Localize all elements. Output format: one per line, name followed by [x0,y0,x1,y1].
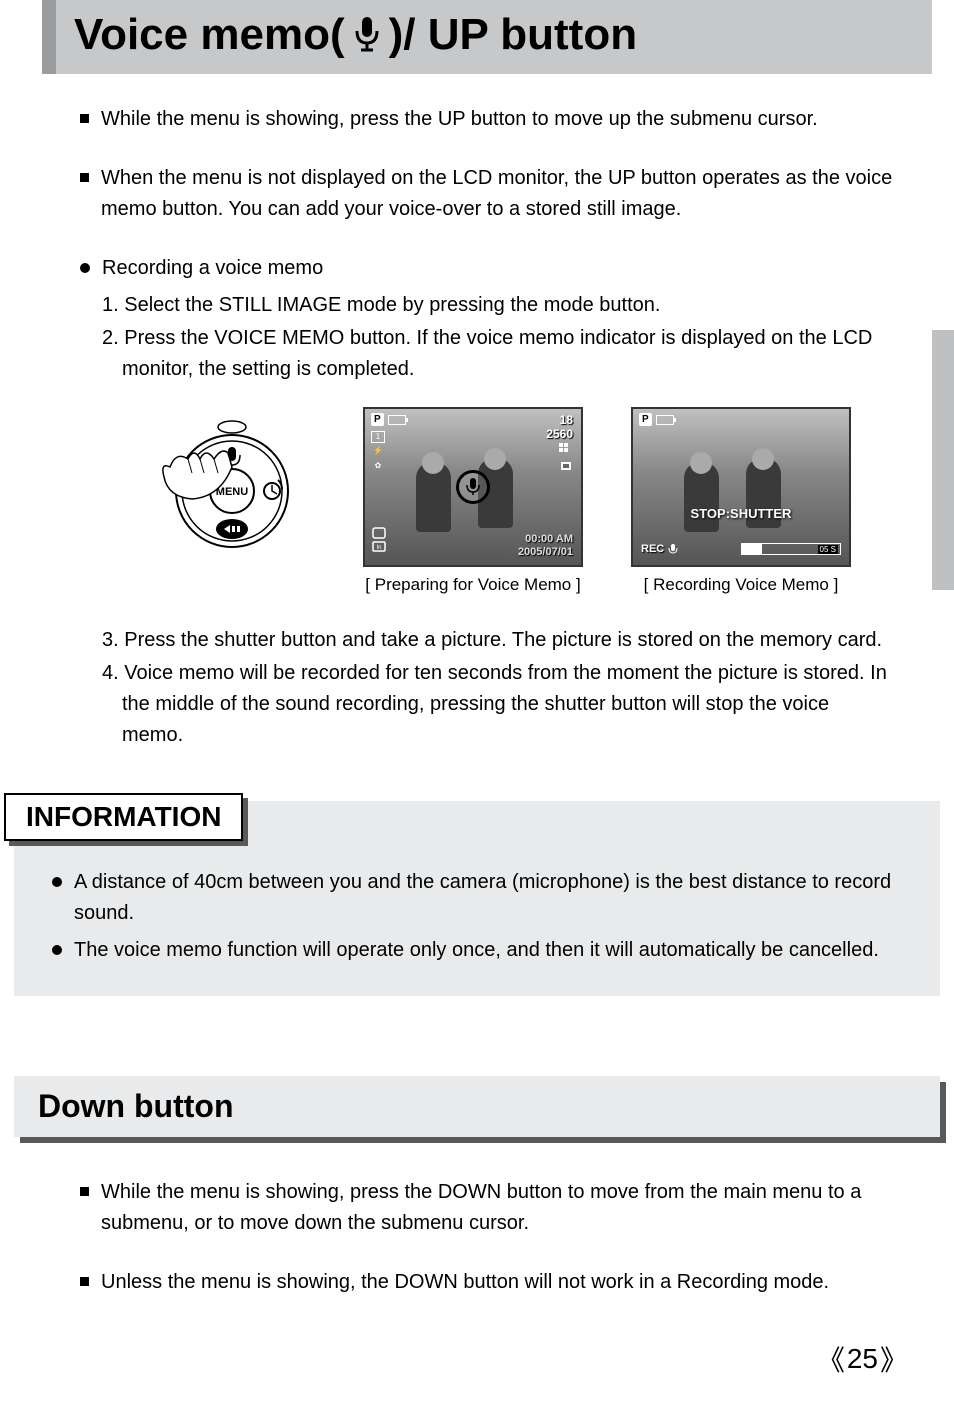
square-bullet-icon [80,114,89,123]
lcd-preparing-figure: P 1 ⚡ ✿ 18 2560 [363,407,583,595]
recording-step-2: 2. Press the VOICE MEMO button. If the v… [102,323,894,385]
info-bullet: A distance of 40cm between you and the c… [52,867,900,929]
single-shot-icon: 1 [371,431,385,443]
round-bullet-icon [52,945,62,955]
side-tab [932,330,954,590]
shots-remaining: 18 [546,413,573,427]
page-title: Voice memo( )/ UP button [74,10,912,60]
intro-bullet: When the menu is not displayed on the LC… [80,163,894,225]
recording-progress: 05 S [741,543,841,555]
down-heading-wrap: Down button [14,1076,940,1137]
time-remaining: 05 S [818,545,838,554]
svg-text:In: In [376,545,381,551]
down-text-2: Unless the menu is showing, the DOWN but… [101,1267,829,1298]
title-part1: Voice memo( [74,10,345,60]
information-heading: INFORMATION [4,793,243,841]
lcd-top-icons: P [639,413,674,426]
angle-left-icon: 《 [817,1339,845,1379]
progress-bar-fill [742,544,762,554]
battery-icon [656,415,674,425]
recording-section: Recording a voice memo [80,253,894,284]
angle-right-icon: 》 [880,1339,908,1379]
lcd-recording-figure: P STOP:SHUTTER REC [631,407,851,595]
lcd-date: 2005/07/01 [518,546,573,559]
recording-title: Recording a voice memo [102,253,323,284]
metering-icon [559,460,573,472]
camera-dial-illustration: MENU [150,407,315,572]
information-box: INFORMATION A distance of 40cm between y… [14,801,940,996]
recording-steps-after: 3. Press the shutter button and take a p… [102,625,894,751]
square-bullet-icon [80,1187,89,1196]
microphone-icon [351,15,383,55]
voice-memo-indicator [456,470,490,504]
lcd-left-icons: 1 ⚡ ✿ [371,431,385,473]
page-number-value: 25 [847,1343,878,1375]
info-content: A distance of 40cm between you and the c… [14,841,940,966]
square-bullet-icon [80,1277,89,1286]
mode-icon: P [371,413,384,426]
intro-text-1: While the menu is showing, press the UP … [101,104,818,135]
mic-small-icon [668,543,678,555]
lcd-preparing-screen: P 1 ⚡ ✿ 18 2560 [363,407,583,567]
resolution-value: 2560 [546,427,573,441]
square-bullet-icon [80,173,89,182]
info-text-2: The voice memo function will operate onl… [74,935,879,966]
title-part2: )/ UP button [389,10,637,60]
recording-step-1: 1. Select the STILL IMAGE mode by pressi… [102,290,894,321]
flash-icon: ⚡ [371,446,385,458]
battery-icon [388,415,406,425]
macro-icon: ✿ [371,461,385,473]
intro-text-2: When the menu is not displayed on the LC… [101,163,894,225]
lcd-recording-screen: P STOP:SHUTTER REC [631,407,851,567]
intro-bullet: While the menu is showing, press the UP … [80,104,894,135]
info-text-1: A distance of 40cm between you and the c… [74,867,900,929]
title-bar: Voice memo( )/ UP button [42,0,932,74]
page-number: 《25》 [817,1339,908,1379]
rec-label: REC [641,543,664,555]
recording-steps-list: 1. Select the STILL IMAGE mode by pressi… [102,290,894,385]
recording-caption: [ Recording Voice Memo ] [644,575,839,595]
info-heading-wrap: INFORMATION [4,793,243,841]
lcd-people [676,456,806,542]
lcd-bottom-left-icons: In [371,526,387,559]
down-text-1: While the menu is showing, press the DOW… [101,1177,894,1239]
camera-dial-figure: MENU [150,407,315,572]
lcd-top-right: 18 2560 [546,413,573,475]
mode-icon: P [639,413,652,426]
stop-shutter-text: STOP:SHUTTER [691,506,792,521]
down-bullet: While the menu is showing, press the DOW… [80,1177,894,1239]
menu-label: MENU [216,486,248,498]
figure-row: MENU [150,407,894,595]
lcd-time: 00:00 AM [518,533,573,546]
round-bullet-icon [80,263,90,273]
quality-icon [559,443,573,453]
recording-step-3: 3. Press the shutter button and take a p… [102,625,894,656]
info-bullet: The voice memo function will operate onl… [52,935,900,966]
down-content: While the menu is showing, press the DOW… [0,1137,954,1298]
recording-step-4: 4. Voice memo will be recorded for ten s… [102,658,894,751]
page-container: Voice memo( )/ UP button While the menu … [0,0,954,1401]
down-button-heading: Down button [14,1076,940,1137]
round-bullet-icon [52,877,62,887]
lcd-datetime: 00:00 AM 2005/07/01 [518,533,573,559]
lcd-top-icons: P [371,413,406,426]
preparing-caption: [ Preparing for Voice Memo ] [365,575,580,595]
main-content: While the menu is showing, press the UP … [0,74,954,751]
down-bullet: Unless the menu is showing, the DOWN but… [80,1267,894,1298]
rec-indicator: REC [641,543,678,555]
